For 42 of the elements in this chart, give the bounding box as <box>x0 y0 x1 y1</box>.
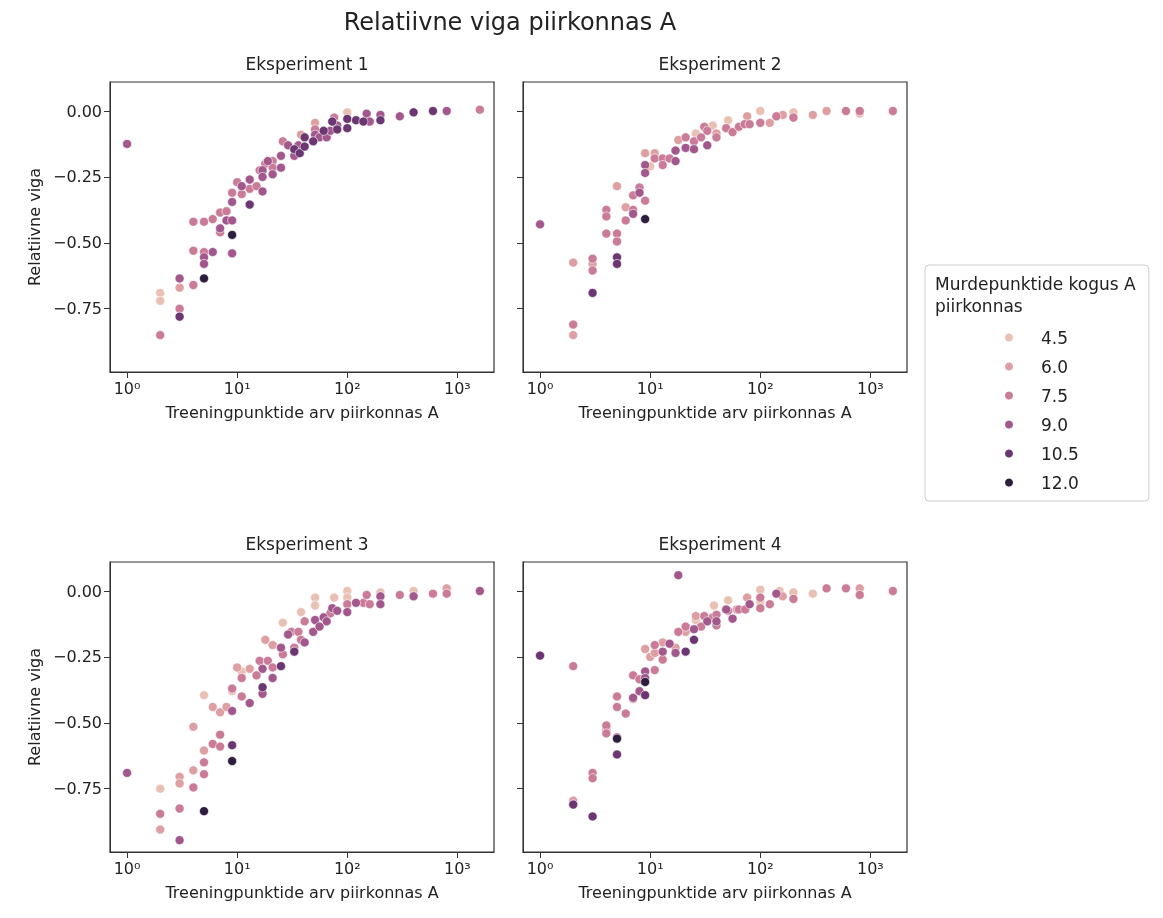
x-tick-label: 10³ <box>444 858 471 878</box>
x-tick-label: 10³ <box>444 378 471 398</box>
x-tick-label: 10⁰ <box>113 378 141 398</box>
legend-label: 10.5 <box>1041 443 1079 464</box>
chart-title: Eksperiment 2 <box>658 53 782 74</box>
y-tick-label: −0.25 <box>52 647 102 667</box>
y-tick-label: −0.50 <box>52 713 102 733</box>
y-tick-label: −0.25 <box>52 167 102 187</box>
x-axis-title: Treeningpunktide arv piirkonnas A <box>577 402 852 422</box>
legend-title: Murdepunktide kogus A piirkonnas <box>935 274 1142 316</box>
y-tick-label: −0.75 <box>52 299 102 319</box>
text: Relatiivne viga piirkonnas A <box>342 8 678 36</box>
x-tick-label: 10¹ <box>223 378 251 398</box>
legend-label: 4.5 <box>1041 327 1069 348</box>
x-tick-label: 10⁰ <box>526 858 554 878</box>
x-axis-title: Treeningpunktide arv piirkonnas A <box>164 882 439 902</box>
chart-title: Eksperiment 4 <box>658 533 782 554</box>
x-tick-label: 10⁰ <box>526 378 554 398</box>
y-tick-label: −0.50 <box>52 233 102 253</box>
legend-label: 6.0 <box>1041 356 1069 377</box>
x-tick-label: 10³ <box>857 858 884 878</box>
x-tick-label: 10² <box>333 858 361 878</box>
chart-title: Eksperiment 3 <box>245 533 369 554</box>
x-axis-title: Treeningpunktide arv piirkonnas A <box>164 402 439 422</box>
legend-label: 12.0 <box>1041 472 1079 493</box>
y-axis-title: Relatiivne viga <box>24 647 44 767</box>
x-tick-label: 10⁰ <box>113 858 141 878</box>
y-axis-title: Relatiivne viga <box>24 167 44 287</box>
x-tick-label: 10¹ <box>223 858 251 878</box>
legend-label: 7.5 <box>1041 385 1069 406</box>
y-tick-label: 0.00 <box>66 101 102 121</box>
x-tick-label: 10³ <box>857 378 884 398</box>
x-tick-label: 10¹ <box>636 858 664 878</box>
x-tick-label: 10¹ <box>636 378 664 398</box>
x-tick-label: 10² <box>333 378 361 398</box>
x-tick-label: 10² <box>746 378 774 398</box>
x-axis-title: Treeningpunktide arv piirkonnas A <box>577 882 852 902</box>
chart-title: Eksperiment 1 <box>245 53 369 74</box>
legend-label: 9.0 <box>1041 414 1069 435</box>
y-tick-label: 0.00 <box>66 581 102 601</box>
y-tick-label: −0.75 <box>52 779 102 799</box>
x-tick-label: 10² <box>746 858 774 878</box>
